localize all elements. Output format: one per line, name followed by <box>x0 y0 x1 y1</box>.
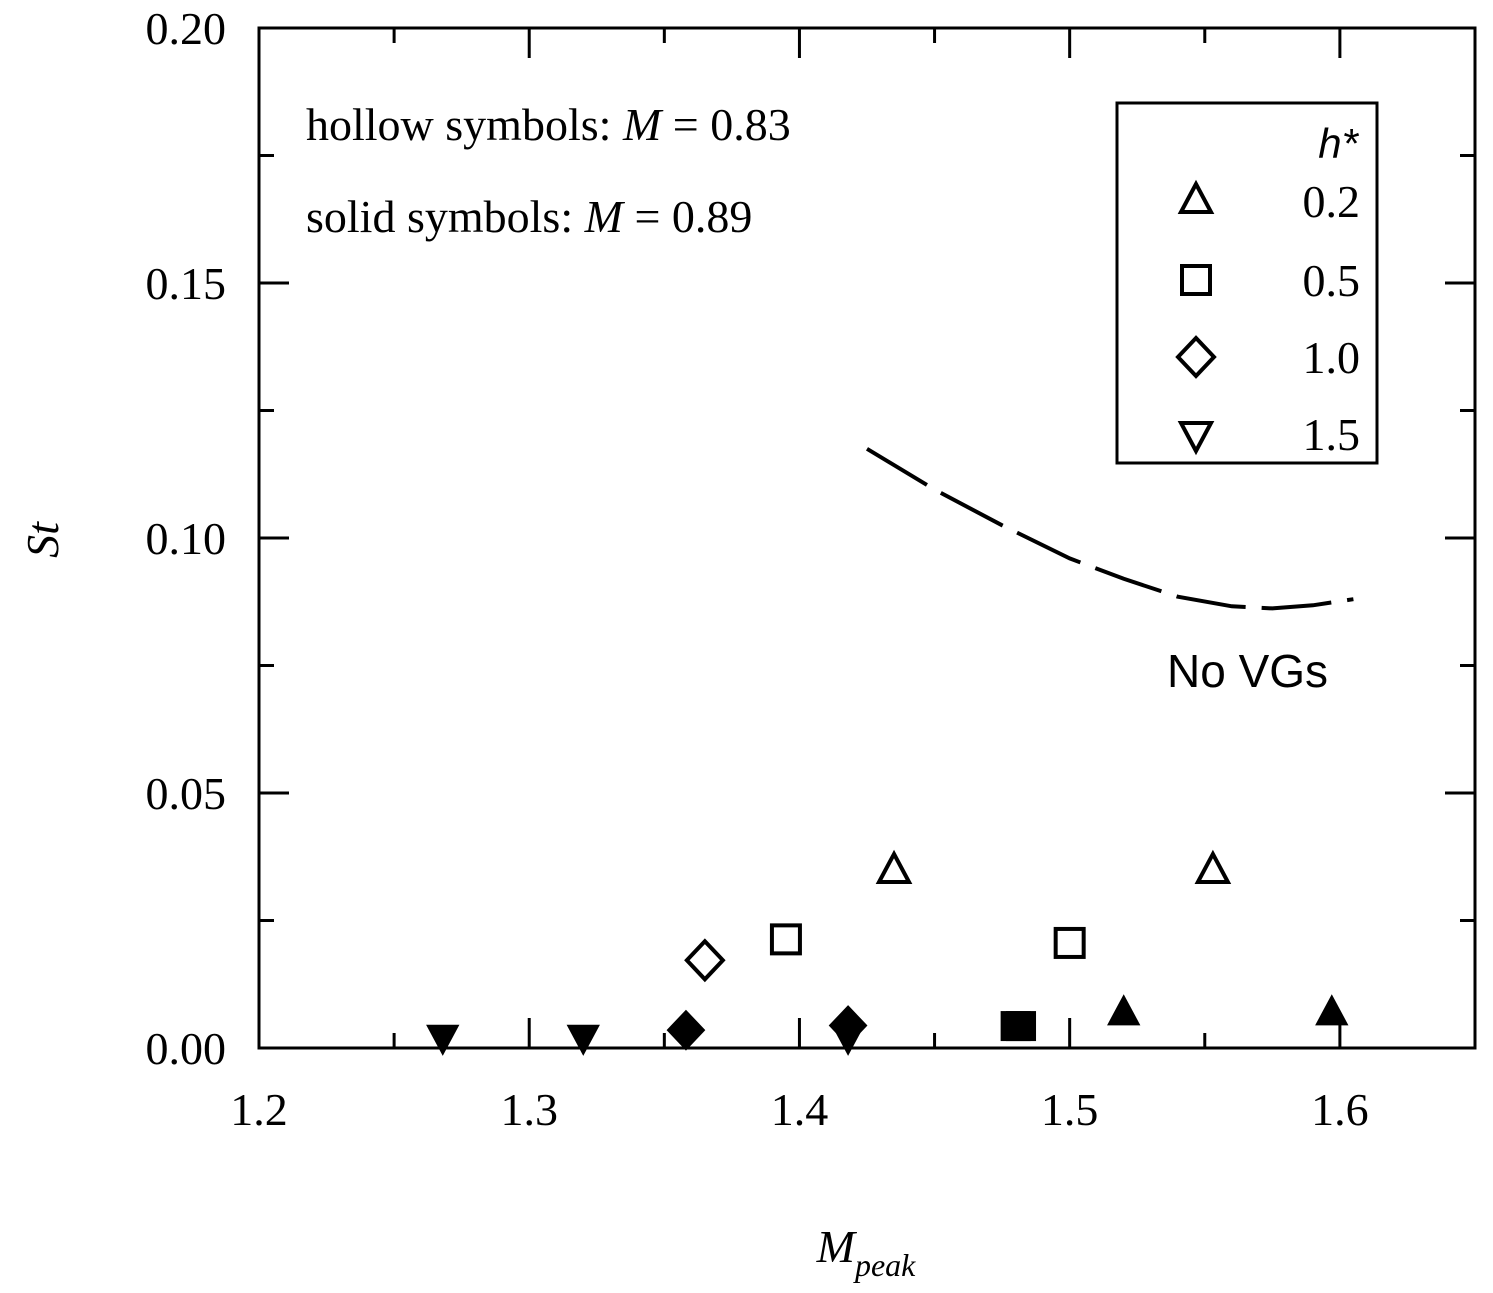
legend-entry-label: 0.2 <box>1303 176 1361 227</box>
solid-triangle-down-point <box>831 1024 865 1056</box>
solid-triangle-down-point <box>566 1024 600 1056</box>
y-tick-label: 0.05 <box>146 768 227 819</box>
x-axis-label: Mpeak <box>816 1221 917 1283</box>
x-tick-label: 1.4 <box>771 1084 829 1135</box>
solid-symbols-value: = 0.89 <box>623 191 752 242</box>
y-axis-label: St <box>17 521 68 558</box>
legend-entries: 0.2 0.5 1.0 1.5 <box>1175 176 1361 460</box>
solid-symbols-var: M <box>584 191 626 242</box>
solid-diamond-point <box>666 1009 706 1051</box>
x-tick-label: 1.3 <box>500 1084 558 1135</box>
legend-diamond-marker <box>1175 335 1217 379</box>
x-axis-label-main: M <box>816 1221 858 1272</box>
hollow-square-point <box>1053 926 1086 959</box>
hollow-triangle-up-point <box>1194 849 1232 885</box>
solid-symbols-prefix: solid symbols: <box>306 191 585 242</box>
legend-triangle-down-marker <box>1177 421 1215 456</box>
y-tick-label: 0.15 <box>146 258 227 309</box>
legend-title: h* <box>1318 120 1359 167</box>
hollow-symbols-var: M <box>622 99 664 150</box>
no-vgs-label: No VGs <box>1167 645 1328 697</box>
no-vg-curve <box>865 447 1354 611</box>
hollow-square-point <box>769 923 802 956</box>
legend-square-marker <box>1180 264 1212 296</box>
plot-frame <box>257 26 1477 1050</box>
legend-entry-label: 1.0 <box>1303 332 1361 383</box>
solid-triangle-up-point <box>1315 994 1349 1026</box>
y-tick-label: 0.10 <box>146 513 227 564</box>
x-tick-labels: 1.2 1.3 1.4 1.5 1.6 <box>230 1084 1368 1135</box>
hollow-symbols-value: = 0.83 <box>661 99 790 150</box>
data-points <box>426 849 1349 1056</box>
legend: h* 0.2 0.5 1.0 1.5 <box>1115 101 1379 465</box>
solid-square-point <box>1006 1011 1037 1042</box>
x-axis-label-sub: peak <box>853 1247 916 1283</box>
hollow-triangle-up-point <box>875 849 913 885</box>
legend-triangle-up-marker <box>1177 179 1215 214</box>
x-tick-label: 1.5 <box>1041 1084 1099 1135</box>
x-tick-label: 1.2 <box>230 1084 288 1135</box>
no-vg-curve-group <box>865 447 1354 611</box>
legend-box <box>1115 101 1379 465</box>
solid-triangle-down-point <box>426 1024 460 1056</box>
y-tick-label: 0.20 <box>146 3 227 54</box>
hollow-symbols-prefix: hollow symbols: <box>306 99 623 150</box>
legend-entry-label: 0.5 <box>1303 255 1361 306</box>
y-tick-label: 0.00 <box>146 1023 227 1074</box>
hollow-diamond-point <box>684 938 726 983</box>
hollow-symbols-note: hollow symbols: M = 0.83 <box>306 99 791 150</box>
solid-triangle-up-point <box>1107 994 1141 1026</box>
x-tick-label: 1.6 <box>1311 1084 1369 1135</box>
solid-symbols-note: solid symbols: M = 0.89 <box>306 191 752 242</box>
legend-entry-label: 1.5 <box>1303 409 1361 460</box>
y-tick-labels: 0.00 0.05 0.10 0.15 0.20 <box>146 3 227 1074</box>
